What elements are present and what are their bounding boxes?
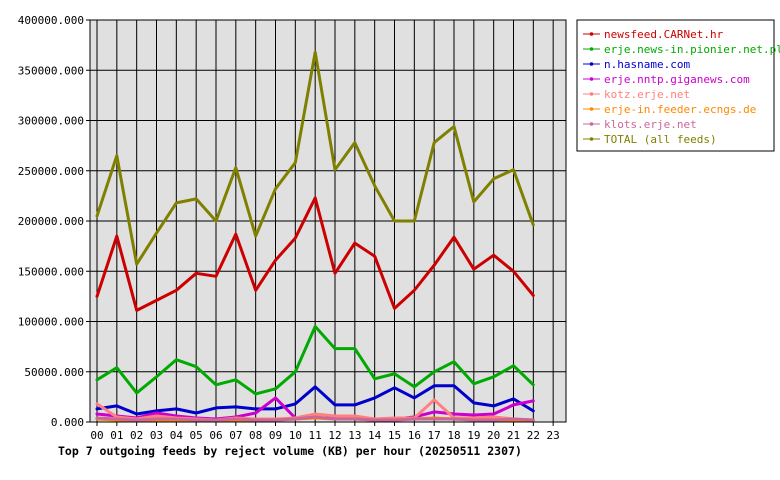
- series-line-2: [95, 384, 535, 416]
- x-tick-label: 18: [447, 429, 460, 442]
- y-tick-label: 400000.000: [18, 14, 84, 27]
- x-axis: 00 01 02 03 04 05 06 07 08 09 10 11 12 13 14 15 16 17 18 19…: [90, 422, 560, 442]
- y-tick-label: 100000.000: [18, 316, 84, 329]
- x-tick-label: 01: [110, 429, 123, 442]
- y-tick-label: 0.000: [51, 416, 84, 429]
- legend-swatch-marker: [589, 32, 594, 36]
- x-tick-label: 08: [249, 429, 262, 442]
- x-tick-label: 09: [269, 429, 282, 442]
- x-tick-label: 20: [487, 429, 500, 442]
- x-tick-label: 14: [368, 429, 382, 442]
- x-tick-label: 10: [289, 429, 302, 442]
- legend-label: erje-in.feeder.ecngs.de: [604, 103, 756, 116]
- legend-label: erje.news-in.pionier.net.pl: [604, 43, 780, 56]
- legend-label: kotz.erje.net: [604, 88, 690, 101]
- legend-swatch-marker: [589, 107, 594, 111]
- x-tick-label: 00: [90, 429, 103, 442]
- series-line-7: [95, 50, 535, 266]
- y-tick-label: 200000.000: [18, 215, 84, 228]
- y-tick-label: 150000.000: [18, 265, 84, 278]
- legend: newsfeed.CARNet.hr erje.news-in.pionier.n…: [576, 19, 780, 152]
- x-tick-label: 21: [507, 429, 520, 442]
- x-tick-label: 02: [130, 429, 143, 442]
- x-tick-label: 13: [348, 429, 361, 442]
- legend-label: klots.erje.net: [604, 118, 697, 131]
- x-tick-label: 04: [170, 429, 184, 442]
- legend-swatch-marker: [589, 62, 594, 66]
- x-tick-label: 06: [209, 429, 222, 442]
- legend-swatch-marker: [589, 137, 594, 141]
- legend-swatch-marker: [589, 47, 594, 51]
- x-tick-label: 19: [467, 429, 480, 442]
- y-tick-label: 300000.000: [18, 115, 84, 128]
- series-line-0: [95, 196, 535, 312]
- x-tick-label: 12: [328, 429, 341, 442]
- x-tick-label: 22: [527, 429, 540, 442]
- y-tick-label: 50000.000: [24, 366, 84, 379]
- legend-label: newsfeed.CARNet.hr: [604, 28, 724, 41]
- y-axis: 0.000 50000.000 100000.000 150000.000 200000…: [18, 14, 90, 429]
- legend-label: TOTAL (all feeds): [604, 133, 717, 146]
- x-tick-label: 17: [428, 429, 441, 442]
- x-tick-label: 23: [547, 429, 560, 442]
- x-tick-label: 15: [388, 429, 401, 442]
- legend-swatch-marker: [589, 77, 594, 81]
- x-tick-label: 11: [309, 429, 322, 442]
- chart-title: Top 7 outgoing feeds by reject volume (K…: [58, 444, 522, 458]
- x-tick-label: 07: [229, 429, 242, 442]
- series-lines: [95, 50, 535, 422]
- y-tick-label: 350000.000: [18, 64, 84, 77]
- legend-swatch-marker: [589, 122, 594, 126]
- x-tick-label: 05: [190, 429, 203, 442]
- series-line-6: [95, 415, 535, 422]
- legend-label: n.hasname.com: [604, 58, 690, 71]
- legend-label: erje.nntp.giganews.com: [604, 73, 750, 86]
- y-tick-label: 250000.000: [18, 165, 84, 178]
- legend-swatch-marker: [589, 92, 594, 96]
- legend-box: [576, 19, 775, 152]
- series-line-1: [95, 325, 535, 396]
- x-tick-label: 03: [150, 429, 163, 442]
- x-tick-label: 16: [408, 429, 421, 442]
